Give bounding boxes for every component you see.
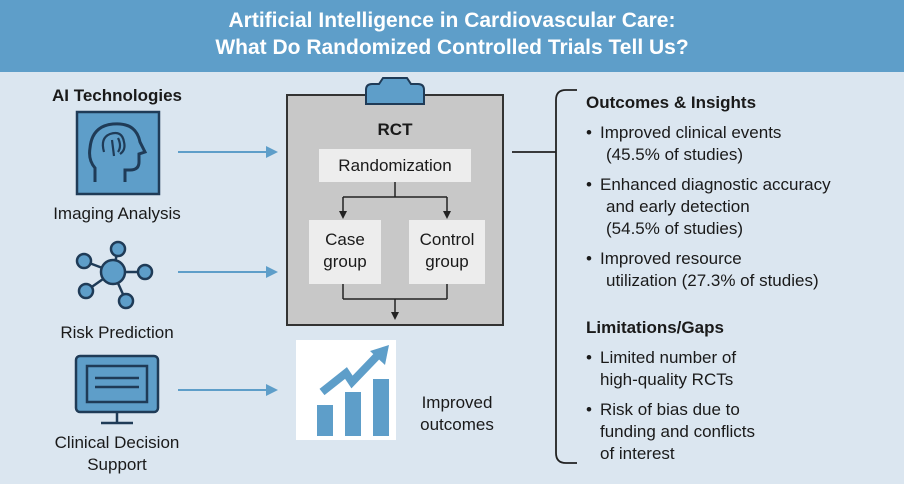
improved-outcomes-label: Improved outcomes <box>412 392 502 436</box>
clinical-decision-label-line-1: Clinical Decision <box>54 433 180 452</box>
limitation-line: high-quality RCTs <box>600 370 734 389</box>
risk-prediction-label: Risk Prediction <box>60 323 174 342</box>
outcomes-insights-heading: Outcomes & Insights <box>586 93 757 112</box>
limitation-line: Limited number of <box>600 348 737 367</box>
limitation-line: funding and conflicts <box>600 422 755 441</box>
control-group-box: Control group <box>409 220 485 284</box>
imaging-analysis-label: Imaging Analysis <box>53 204 181 223</box>
outcome-line: (54.5% of studies) <box>606 219 744 238</box>
limitation-item-limited-rcts: • Limited number of high-quality RCTs <box>586 348 737 389</box>
clinical-decision-label-line-2: Support <box>87 455 147 474</box>
outcome-line: Improved clinical events <box>600 123 782 142</box>
clinical-decision-support-label: Clinical Decision Support <box>22 432 212 476</box>
limitation-line: Risk of bias due to <box>600 400 740 419</box>
outcome-line: and early detection <box>606 197 750 216</box>
control-group-line-1: Control <box>419 230 475 249</box>
outcome-item-diagnostic-accuracy: • Enhanced diagnostic accuracy and early… <box>586 175 831 238</box>
improved-outcomes-line-2: outcomes <box>420 415 494 434</box>
outcome-line: Enhanced diagnostic accuracy <box>600 175 831 194</box>
case-group-box: Case group <box>309 220 381 284</box>
case-group-line-2: group <box>323 252 367 271</box>
outcome-line: Improved resource <box>600 249 742 268</box>
title-line-1: Artificial Intelligence in Cardiovascula… <box>228 9 676 32</box>
control-group-line-2: group <box>425 252 469 271</box>
limitation-line: of interest <box>600 444 675 463</box>
case-group-line-1: Case <box>325 230 365 249</box>
rct-flow-lines <box>339 182 451 320</box>
outcome-line: utilization (27.3% of studies) <box>606 271 819 290</box>
outcome-item-resource-utilization: • Improved resource utilization (27.3% o… <box>586 249 819 290</box>
connector-arrows <box>178 146 278 396</box>
outcomes-bracket <box>512 89 577 464</box>
randomization-box: Randomization <box>319 149 471 182</box>
improved-outcomes-chart-icon <box>296 340 396 440</box>
outcome-line: (45.5% of studies) <box>606 145 744 164</box>
improved-outcomes-line-1: Improved <box>421 393 493 412</box>
limitation-item-risk-of-bias: • Risk of bias due to funding and confli… <box>586 400 755 463</box>
header-banner: Artificial Intelligence in Cardiovascula… <box>0 0 904 72</box>
limitations-gaps-heading: Limitations/Gaps <box>586 318 724 337</box>
ai-technologies-heading: AI Technologies <box>51 86 183 105</box>
rct-clipboard <box>286 77 504 326</box>
monitor-icon <box>74 354 160 425</box>
network-nodes-icon <box>75 240 154 310</box>
head-brain-icon <box>75 110 161 196</box>
rct-title: RCT <box>377 120 413 139</box>
randomization-label: Randomization <box>338 156 452 175</box>
title-line-2: What Do Randomized Controlled Trials Tel… <box>215 36 689 59</box>
outcome-item-clinical-events: • Improved clinical events (45.5% of stu… <box>586 123 782 164</box>
